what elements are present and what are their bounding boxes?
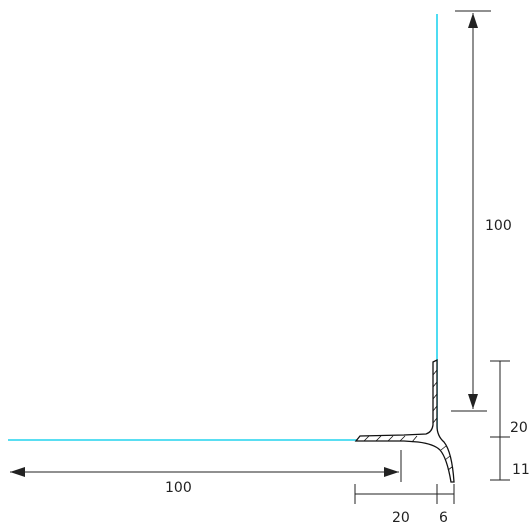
dimension-right-chain — [490, 360, 510, 481]
label-vertical-100: 100 — [485, 218, 512, 234]
label-bottom-20: 20 — [392, 510, 410, 526]
label-right-11: 11 — [512, 462, 529, 478]
corner-trim-profile — [354, 358, 455, 483]
dimension-vertical-100 — [451, 10, 491, 412]
label-horizontal-100: 100 — [165, 480, 192, 496]
label-bottom-6: 6 — [439, 510, 448, 526]
dimension-horizontal-100 — [10, 450, 402, 482]
label-right-20: 20 — [510, 420, 528, 436]
dimension-bottom-chain — [354, 484, 455, 504]
